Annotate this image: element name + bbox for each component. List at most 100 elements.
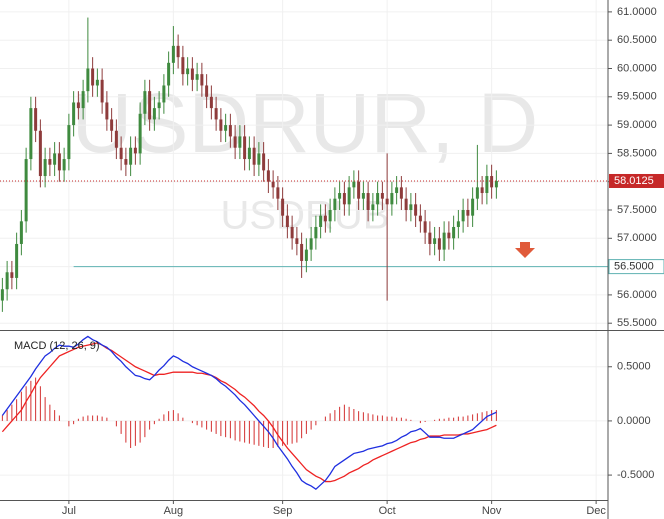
y-tick-label: 57.5000 bbox=[617, 204, 657, 216]
candle-body bbox=[81, 91, 85, 109]
candle-body bbox=[238, 136, 242, 148]
candle-body bbox=[304, 249, 308, 261]
candle-body bbox=[404, 198, 408, 210]
candle-body bbox=[466, 210, 470, 216]
candle-body bbox=[34, 108, 38, 131]
candle-body bbox=[124, 159, 128, 165]
x-tick-label: Nov bbox=[482, 505, 502, 517]
candle-body bbox=[399, 187, 403, 199]
candle-body bbox=[366, 193, 370, 210]
y-tick-label: 58.5000 bbox=[617, 147, 657, 159]
down-arrow-icon bbox=[515, 242, 535, 258]
candle-body bbox=[437, 238, 441, 250]
candle-body bbox=[133, 147, 137, 154]
candle-body bbox=[29, 108, 33, 160]
candle-body bbox=[475, 187, 479, 199]
x-tick-label: Oct bbox=[379, 505, 396, 517]
candle-body bbox=[319, 215, 323, 227]
candle-body bbox=[385, 198, 389, 205]
candle-body bbox=[72, 102, 76, 126]
candle-body bbox=[490, 176, 494, 188]
candle-body bbox=[171, 45, 175, 63]
candle-body bbox=[257, 153, 261, 165]
candle-body bbox=[285, 215, 289, 227]
y-tick-label: 57.0000 bbox=[617, 232, 657, 244]
candle-body bbox=[361, 193, 365, 199]
candle-body bbox=[247, 147, 251, 160]
candle-body bbox=[409, 204, 413, 210]
candle-body bbox=[57, 153, 61, 171]
x-tick-label: Dec bbox=[586, 505, 606, 517]
candle-body bbox=[91, 68, 95, 86]
candle-body bbox=[485, 176, 489, 194]
candle-body bbox=[0, 289, 4, 301]
candle-body bbox=[148, 91, 152, 120]
candle-body bbox=[24, 159, 28, 222]
candle-body bbox=[428, 232, 432, 244]
macd-line bbox=[1, 335, 497, 490]
candle-body bbox=[157, 102, 161, 109]
candle-body bbox=[228, 125, 232, 137]
candle-body bbox=[138, 113, 142, 154]
y-tick-label: 61.0000 bbox=[617, 6, 657, 18]
candle-body bbox=[143, 91, 147, 114]
candle-body bbox=[252, 147, 256, 165]
candle-body bbox=[276, 187, 280, 199]
candle-body bbox=[114, 130, 118, 148]
candle-body bbox=[15, 243, 19, 278]
candle-body bbox=[390, 193, 394, 205]
candle-body bbox=[342, 193, 346, 205]
candle-body bbox=[423, 221, 427, 233]
candle-body bbox=[323, 215, 327, 222]
candle-body bbox=[200, 74, 204, 86]
macd-title: MACD (12, 26, 9) bbox=[14, 340, 100, 352]
candle-body bbox=[418, 215, 422, 222]
candle-body bbox=[309, 238, 313, 250]
y-tick-label: 55.5000 bbox=[617, 317, 657, 329]
x-tick-label: Aug bbox=[164, 505, 184, 517]
candle-body bbox=[338, 193, 342, 199]
signal-line bbox=[1, 342, 497, 483]
x-tick-label: Jul bbox=[62, 505, 76, 517]
candle-body bbox=[209, 96, 213, 109]
candle-body bbox=[105, 102, 109, 120]
candle-body bbox=[205, 85, 209, 97]
candle-body bbox=[195, 74, 199, 80]
candle-body bbox=[219, 119, 223, 131]
candle-body bbox=[129, 147, 133, 165]
candle-body bbox=[53, 153, 57, 165]
candle-body bbox=[176, 45, 180, 58]
candle-body bbox=[110, 119, 114, 131]
candle-body bbox=[224, 125, 228, 131]
y-tick-label: 60.0000 bbox=[617, 62, 657, 74]
candle-body bbox=[456, 221, 460, 227]
candle-body bbox=[119, 147, 123, 160]
candle-body bbox=[266, 170, 270, 182]
last-price-box bbox=[609, 173, 664, 188]
candle-body bbox=[62, 159, 66, 171]
candle-body bbox=[442, 232, 446, 250]
candle-body bbox=[38, 130, 42, 177]
y-tick-label: 0.5000 bbox=[617, 361, 651, 373]
watermark-title: USDRUR, D bbox=[72, 76, 539, 170]
candle-body bbox=[461, 210, 465, 222]
candle-body bbox=[43, 159, 47, 177]
candle-body bbox=[352, 181, 356, 188]
candle-body bbox=[281, 198, 285, 216]
candle-body bbox=[243, 136, 247, 160]
candle-body bbox=[5, 272, 9, 290]
candle-body bbox=[395, 187, 399, 194]
y-tick-label: 56.0000 bbox=[617, 289, 657, 301]
candle-body bbox=[152, 108, 156, 120]
level-label-box bbox=[608, 259, 664, 275]
y-tick-label: -0.5000 bbox=[617, 469, 654, 481]
candle-body bbox=[371, 204, 375, 210]
candle-body bbox=[290, 226, 294, 239]
candle-body bbox=[10, 272, 14, 278]
candle-body bbox=[480, 187, 484, 194]
candle-body bbox=[333, 198, 337, 210]
candle-body bbox=[162, 85, 166, 103]
candle-body bbox=[95, 79, 99, 86]
y-tick-label: 0.0000 bbox=[617, 415, 651, 427]
